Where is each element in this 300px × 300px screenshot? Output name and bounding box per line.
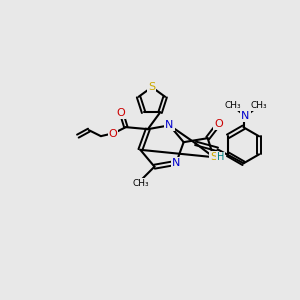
Text: N: N — [172, 158, 180, 168]
Text: O: O — [116, 108, 125, 118]
Text: O: O — [214, 119, 223, 129]
Text: H: H — [217, 152, 224, 162]
Text: CH₃: CH₃ — [132, 179, 149, 188]
Text: N: N — [165, 120, 174, 130]
Text: N: N — [241, 111, 250, 121]
Text: O: O — [109, 129, 117, 139]
Text: S: S — [148, 82, 155, 92]
Text: S: S — [210, 152, 217, 162]
Text: CH₃: CH₃ — [224, 101, 241, 110]
Text: CH₃: CH₃ — [250, 101, 267, 110]
